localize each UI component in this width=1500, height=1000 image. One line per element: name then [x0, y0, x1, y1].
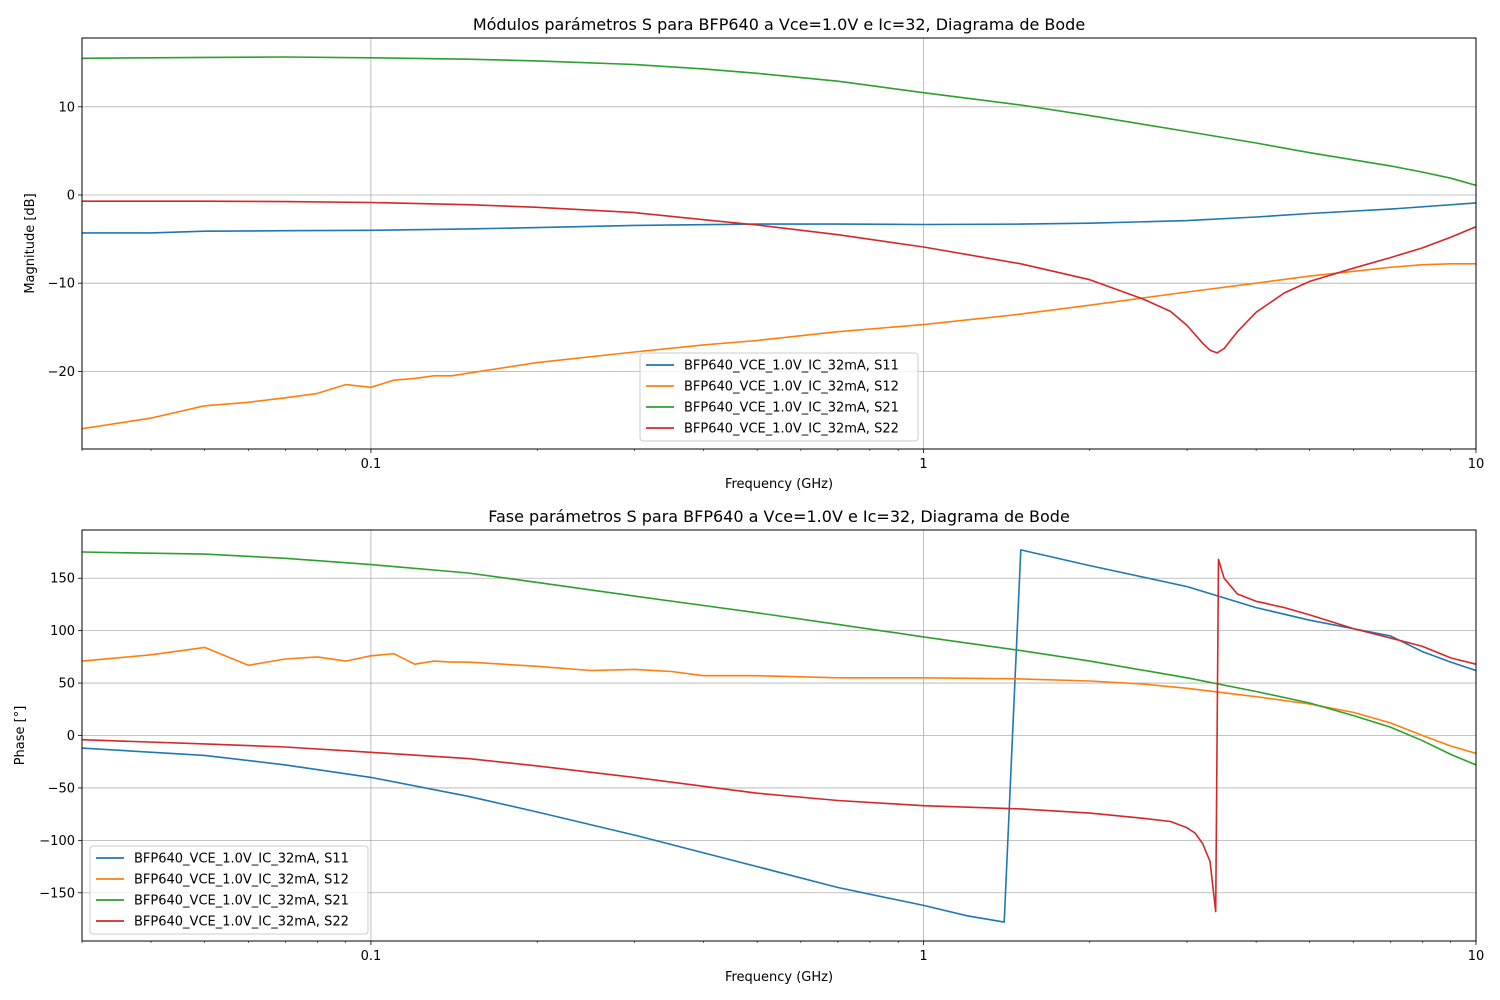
magnitude-plot-frame: [81, 37, 1477, 450]
magnitude-legend-label-s11: BFP640_VCE_1.0V_IC_32mA, S11: [684, 359, 899, 374]
phase-chart: Fase parámetros S para BFP640 a Vce=1.0V…: [13, 507, 1484, 985]
magnitude-legend-label-s22: BFP640_VCE_1.0V_IC_32mA, S22: [684, 422, 899, 437]
phase-legend-label-s12: BFP640_VCE_1.0V_IC_32mA, S12: [134, 873, 349, 888]
phase-series-s21-line: [82, 551, 1476, 766]
phase-legend-label-s22: BFP640_VCE_1.0V_IC_32mA, S22: [134, 915, 349, 930]
magnitude-y-tick-label: 10: [58, 100, 75, 115]
magnitude-x-tick-label: 0.1: [361, 457, 382, 472]
phase-y-tick-label: 50: [58, 677, 75, 692]
phase-y-tick-label: −150: [39, 886, 75, 901]
phase-y-ticks: −150 −100 −50 0 50 100 150: [39, 572, 82, 901]
phase-y-tick-label: −100: [39, 834, 75, 849]
phase-y-tick-label: 100: [50, 624, 75, 639]
phase-series: [82, 549, 1476, 923]
magnitude-legend: BFP640_VCE_1.0V_IC_32mA, S11 BFP640_VCE_1…: [639, 352, 919, 442]
magnitude-y-axis-label: Magnitude [dB]: [23, 193, 38, 293]
phase-x-axis-label: Frequency (GHz): [725, 970, 833, 985]
magnitude-chart-title: Módulos parámetros S para BFP640 a Vce=1…: [473, 15, 1085, 34]
phase-x-tick-label: 10: [1468, 949, 1485, 964]
magnitude-series-s11-line: [82, 202, 1476, 234]
phase-series-s12-line: [82, 646, 1476, 755]
phase-x-tick-label: 0.1: [361, 949, 382, 964]
magnitude-x-axis-label: Frequency (GHz): [725, 477, 833, 492]
magnitude-y-tick-label: 0: [67, 188, 75, 203]
phase-legend-label-s21: BFP640_VCE_1.0V_IC_32mA, S21: [134, 894, 349, 909]
phase-series-s22-line: [82, 558, 1476, 913]
magnitude-y-tick-label: −10: [48, 277, 75, 292]
phase-x-ticks: 0.1 1 10: [81, 941, 1485, 964]
phase-legend: BFP640_VCE_1.0V_IC_32mA, S11 BFP640_VCE_1…: [89, 845, 369, 935]
phase-y-tick-label: 150: [50, 572, 75, 587]
magnitude-x-tick-label: 1: [919, 457, 927, 472]
phase-legend-label-s11: BFP640_VCE_1.0V_IC_32mA, S11: [134, 852, 349, 867]
magnitude-grid: [82, 38, 1477, 449]
magnitude-series: [82, 56, 1476, 430]
magnitude-y-ticks: −20 −10 0 10: [48, 100, 82, 380]
magnitude-x-tick-label: 10: [1468, 457, 1485, 472]
phase-chart-title: Fase parámetros S para BFP640 a Vce=1.0V…: [488, 507, 1070, 526]
phase-y-axis-label: Phase [°]: [13, 706, 28, 766]
phase-y-tick-label: 0: [67, 729, 75, 744]
magnitude-legend-label-s12: BFP640_VCE_1.0V_IC_32mA, S12: [684, 380, 899, 395]
phase-y-tick-label: −50: [48, 781, 75, 796]
magnitude-series-s22-line: [82, 200, 1476, 354]
magnitude-series-s21-line: [82, 56, 1476, 187]
magnitude-series-s12-line: [82, 262, 1476, 430]
magnitude-x-ticks: 0.1 1 10: [81, 449, 1485, 472]
phase-x-tick-label: 1: [919, 949, 927, 964]
magnitude-y-tick-label: −20: [48, 365, 75, 380]
magnitude-legend-label-s21: BFP640_VCE_1.0V_IC_32mA, S21: [684, 401, 899, 416]
magnitude-chart: Módulos parámetros S para BFP640 a Vce=1…: [23, 15, 1484, 492]
